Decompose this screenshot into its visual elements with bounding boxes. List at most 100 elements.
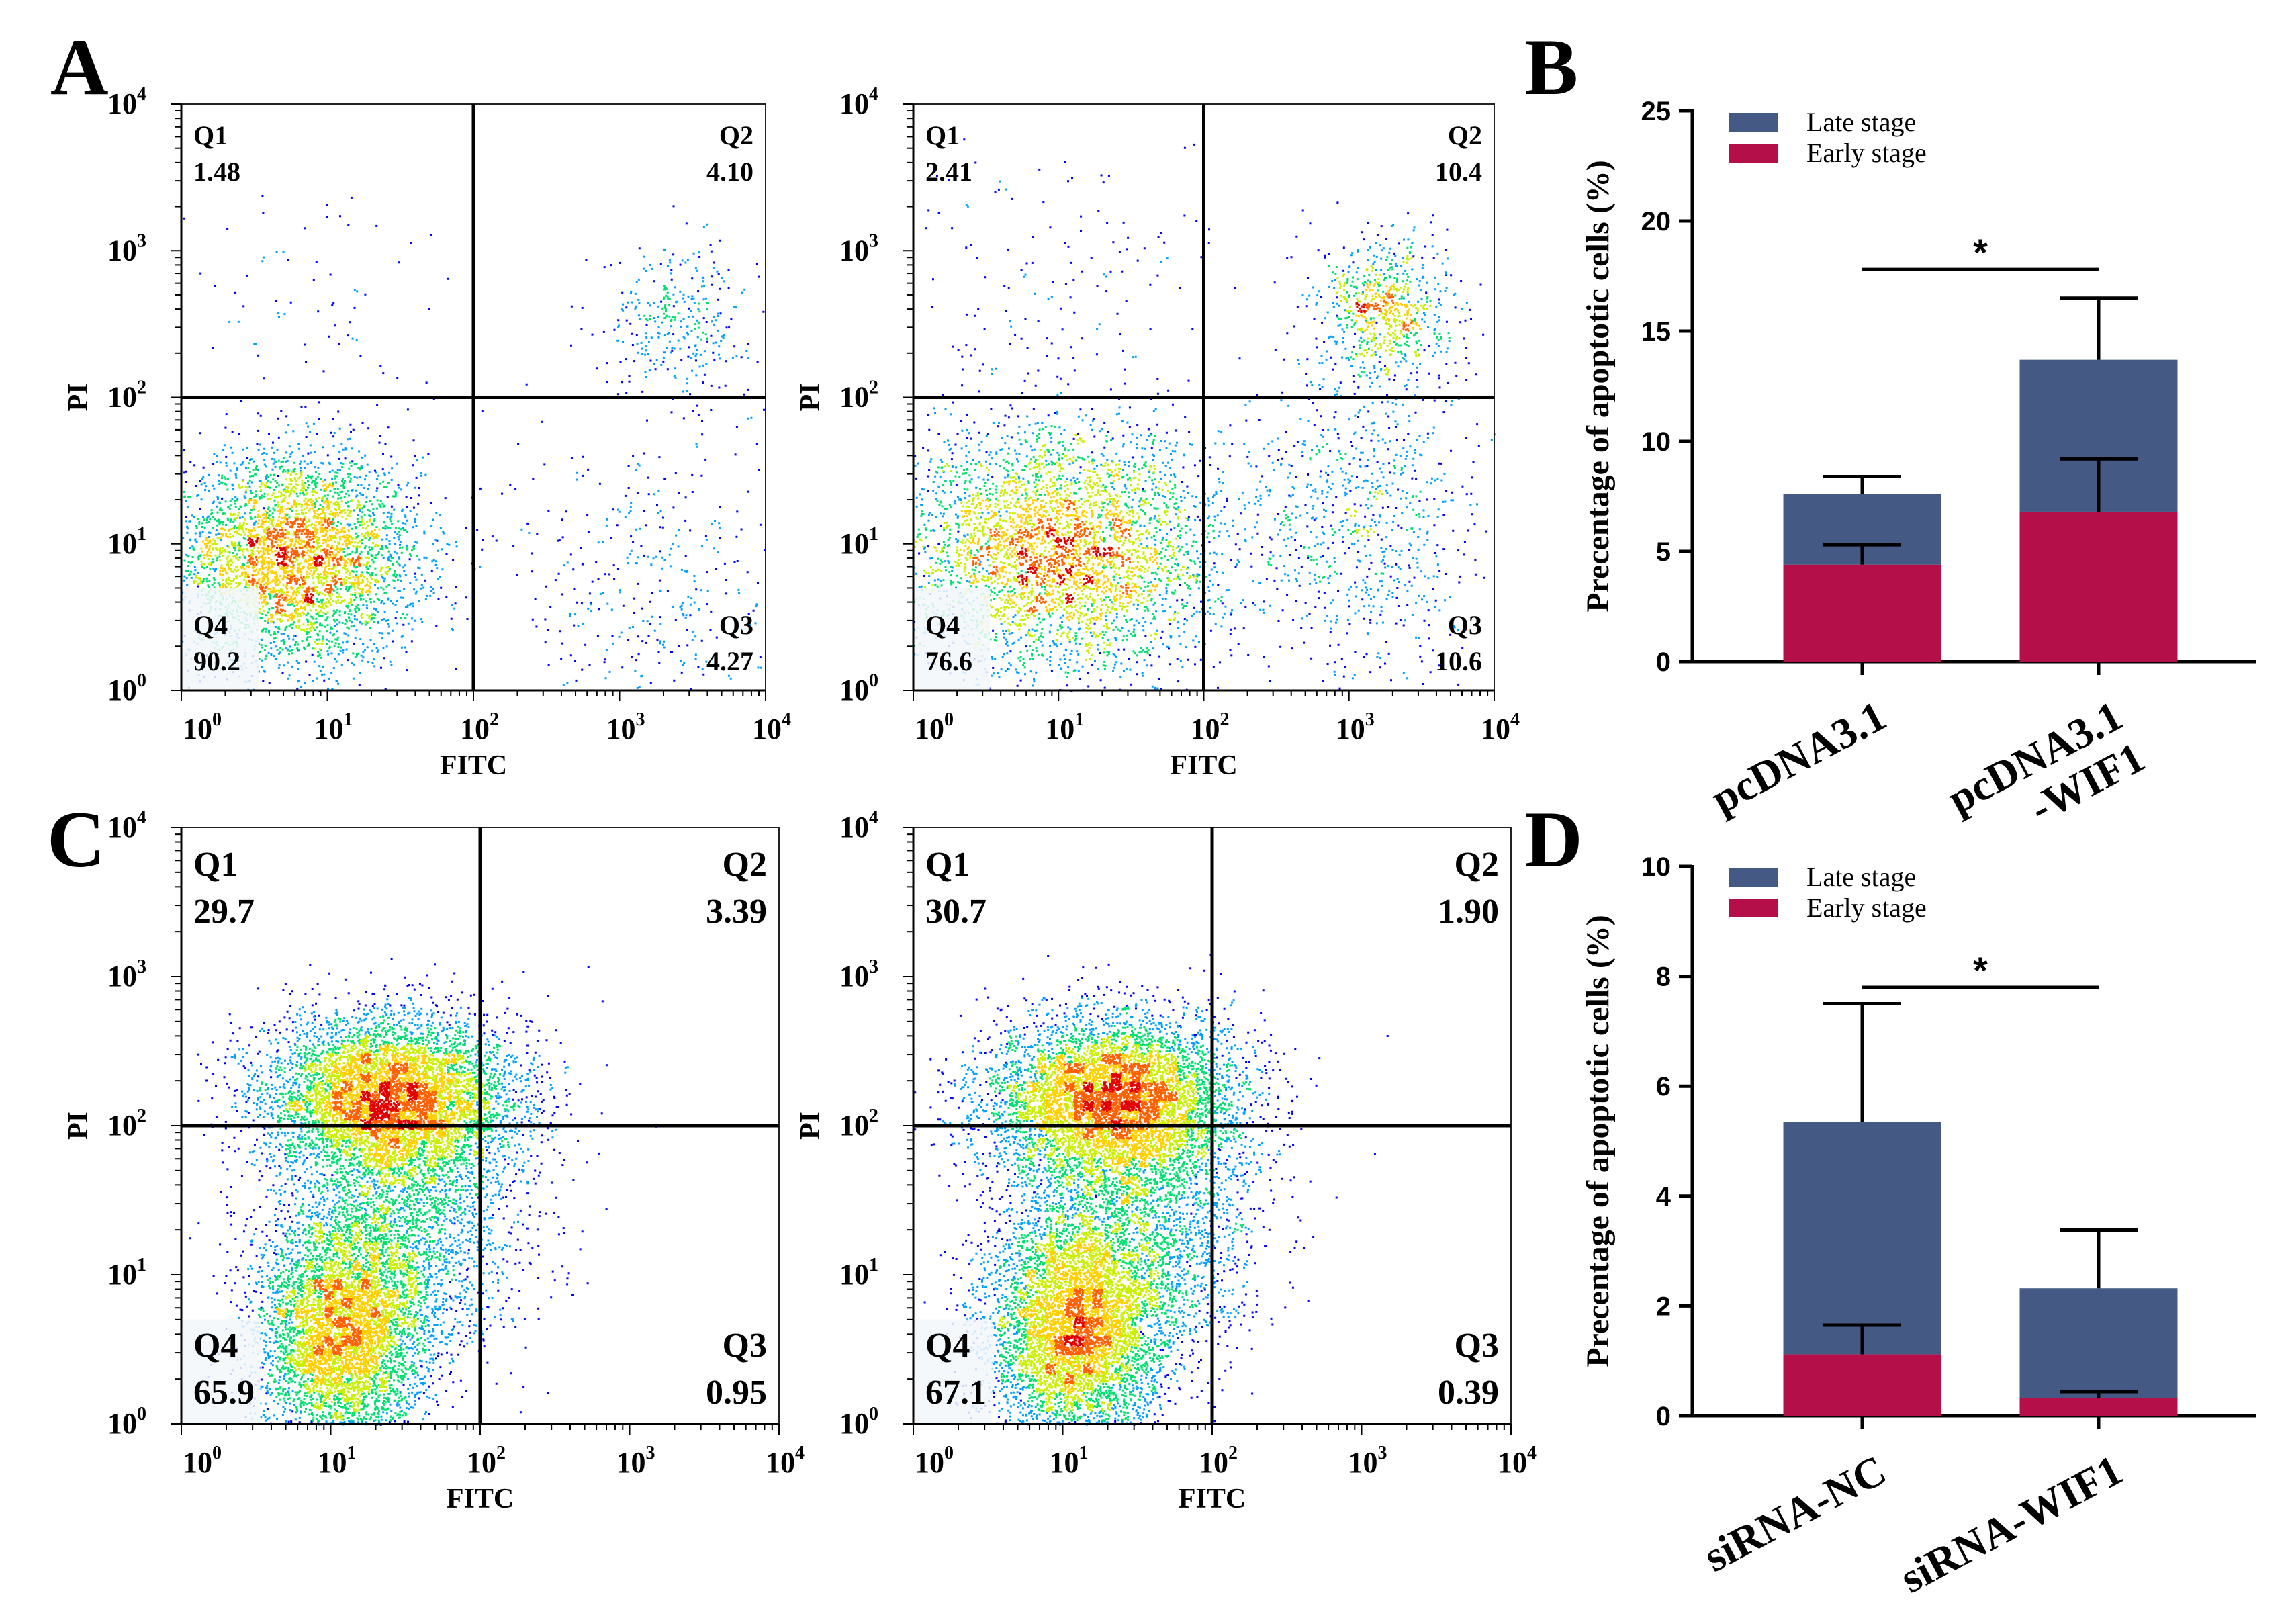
y-tick-base: 10 [107, 674, 137, 707]
panel-letter-a: A [50, 22, 109, 111]
legend-label: Late stage [1806, 107, 1916, 137]
y-tick-base: 10 [107, 960, 137, 993]
quadrant-value-q2: 3.39 [706, 893, 767, 931]
y-tick-label: 2 [1656, 1292, 1671, 1321]
x-tick-base: 10 [1191, 713, 1220, 746]
x-tick-exp: 4 [782, 709, 791, 730]
bar-late-stage [1783, 1122, 1941, 1355]
y-tick-base: 10 [107, 1258, 137, 1291]
y-tick-exp: 1 [869, 1255, 878, 1275]
density-dots-level-4 [960, 283, 1423, 621]
legend-label: Early stage [1806, 893, 1927, 923]
quadrant-value-q4: 67.1 [925, 1373, 987, 1412]
x-tick-label: 104 [1481, 709, 1520, 746]
density-dots-level-4 [1017, 1053, 1188, 1393]
category-label: siRNA-WIF1 [1892, 1446, 2130, 1603]
y-axis-title: Precentage of apoptotic cells (%) [1580, 160, 1616, 613]
x-tick-base: 10 [1050, 1446, 1079, 1479]
y-tick-base: 10 [107, 1407, 137, 1440]
quadrant-name-q1: Q1 [925, 846, 970, 884]
y-tick-label: 102 [839, 377, 878, 414]
scatter-dots [189, 958, 657, 1426]
category-label-line: siRNA-WIF1 [1892, 1446, 2130, 1603]
x-tick-exp: 4 [1510, 709, 1520, 730]
x-axis-title: FITC [1179, 1484, 1246, 1515]
x-tick-exp: 2 [1220, 709, 1230, 730]
q4-label-bg [915, 588, 991, 689]
x-tick-label: 103 [1336, 709, 1375, 746]
x-tick-exp: 2 [496, 1443, 506, 1463]
y-tick-exp: 2 [137, 377, 146, 398]
y-tick-base: 10 [107, 811, 137, 844]
quadrant-name-q3: Q3 [1455, 1326, 1499, 1365]
x-tick-label: 103 [1348, 1443, 1387, 1479]
quadrant-value-q3: 0.95 [706, 1373, 767, 1412]
x-tick-label: 101 [1050, 1443, 1089, 1479]
density-dots-level-5 [1045, 1053, 1179, 1384]
x-tick-base: 10 [915, 1446, 944, 1479]
quadrant-name-q1: Q1 [193, 846, 238, 884]
y-tick-label: 25 [1641, 97, 1671, 126]
y-tick-exp: 3 [869, 230, 878, 251]
x-tick-exp: 1 [344, 709, 353, 730]
bar-early-stage [2019, 1398, 2178, 1416]
x-tick-exp: 0 [944, 709, 954, 730]
y-tick-label: 5 [1656, 537, 1671, 567]
y-tick-base: 10 [107, 527, 137, 560]
quadrant-name-q2: Q2 [719, 120, 753, 150]
y-tick-exp: 1 [869, 524, 878, 545]
density-dots-level-1 [230, 997, 569, 1426]
y-tick-label: 102 [839, 1106, 878, 1142]
quadrant-name-q4: Q4 [193, 1326, 238, 1365]
quadrant-value-q2: 10.4 [1435, 156, 1482, 187]
y-tick-exp: 2 [869, 377, 878, 398]
scatter-dots [182, 195, 766, 692]
y-axis-title: Precentage of apoptotic cells (%) [1580, 915, 1616, 1367]
significance-star: * [1973, 949, 1988, 991]
x-tick-base: 10 [467, 1446, 496, 1479]
stacked-bar-chart-b: 0 5 10 15 20 25 Precentage of apoptotic cells … [1580, 97, 2256, 832]
x-tick-exp: 1 [1074, 709, 1084, 730]
y-tick-label: 20 [1641, 207, 1671, 236]
y-tick-label: 102 [107, 377, 146, 414]
density-dots-level-0 [913, 138, 1487, 692]
y-tick-label: 104 [107, 84, 146, 120]
y-tick-label: 6 [1656, 1072, 1671, 1101]
y-tick-label: 15 [1641, 317, 1671, 347]
x-tick-label: 104 [766, 1443, 805, 1479]
y-tick-label: 104 [107, 807, 146, 844]
legend-swatch [1729, 868, 1778, 887]
y-tick-label: 101 [107, 524, 146, 560]
x-tick-label: 103 [616, 1443, 655, 1479]
bar-early-stage [1783, 564, 1941, 662]
y-tick-exp: 0 [869, 1404, 878, 1425]
stacked-bar-chart-d: 0 2 4 6 8 10 Precentage of apoptotic cells (%)… [1580, 852, 2256, 1603]
y-tick-base: 10 [107, 87, 137, 120]
x-tick-base: 10 [1336, 713, 1365, 746]
quadrant-name-q3: Q3 [723, 1326, 767, 1365]
y-tick-label: 10 [1641, 427, 1671, 457]
legend-swatch [1729, 144, 1778, 163]
y-tick-label: 101 [107, 1255, 146, 1291]
y-tick-label: 100 [107, 670, 146, 707]
x-tick-base: 10 [183, 1446, 212, 1479]
y-axis-title: PI [795, 1112, 826, 1140]
y-tick-label: 104 [839, 807, 878, 844]
x-tick-exp: 3 [1365, 709, 1375, 730]
flow-plot-a-right: 100 101 102 103 104100101102103104FITCPIQ12.… [795, 84, 1520, 781]
legend-swatch [1729, 899, 1778, 917]
y-tick-base: 10 [839, 1109, 869, 1142]
significance-star: * [1973, 231, 1988, 273]
x-tick-base: 10 [1199, 1446, 1228, 1479]
x-axis-title: FITC [440, 750, 507, 781]
y-tick-exp: 4 [869, 84, 878, 105]
quadrant-value-q1: 29.7 [193, 893, 255, 931]
x-tick-base: 10 [1481, 713, 1510, 746]
y-tick-label: 103 [107, 956, 146, 993]
x-tick-exp: 3 [1378, 1443, 1387, 1463]
x-tick-label: 102 [467, 1443, 506, 1479]
y-tick-label: 100 [839, 670, 878, 707]
y-axis-title: PI [63, 384, 94, 412]
density-dots-level-1 [182, 223, 762, 690]
